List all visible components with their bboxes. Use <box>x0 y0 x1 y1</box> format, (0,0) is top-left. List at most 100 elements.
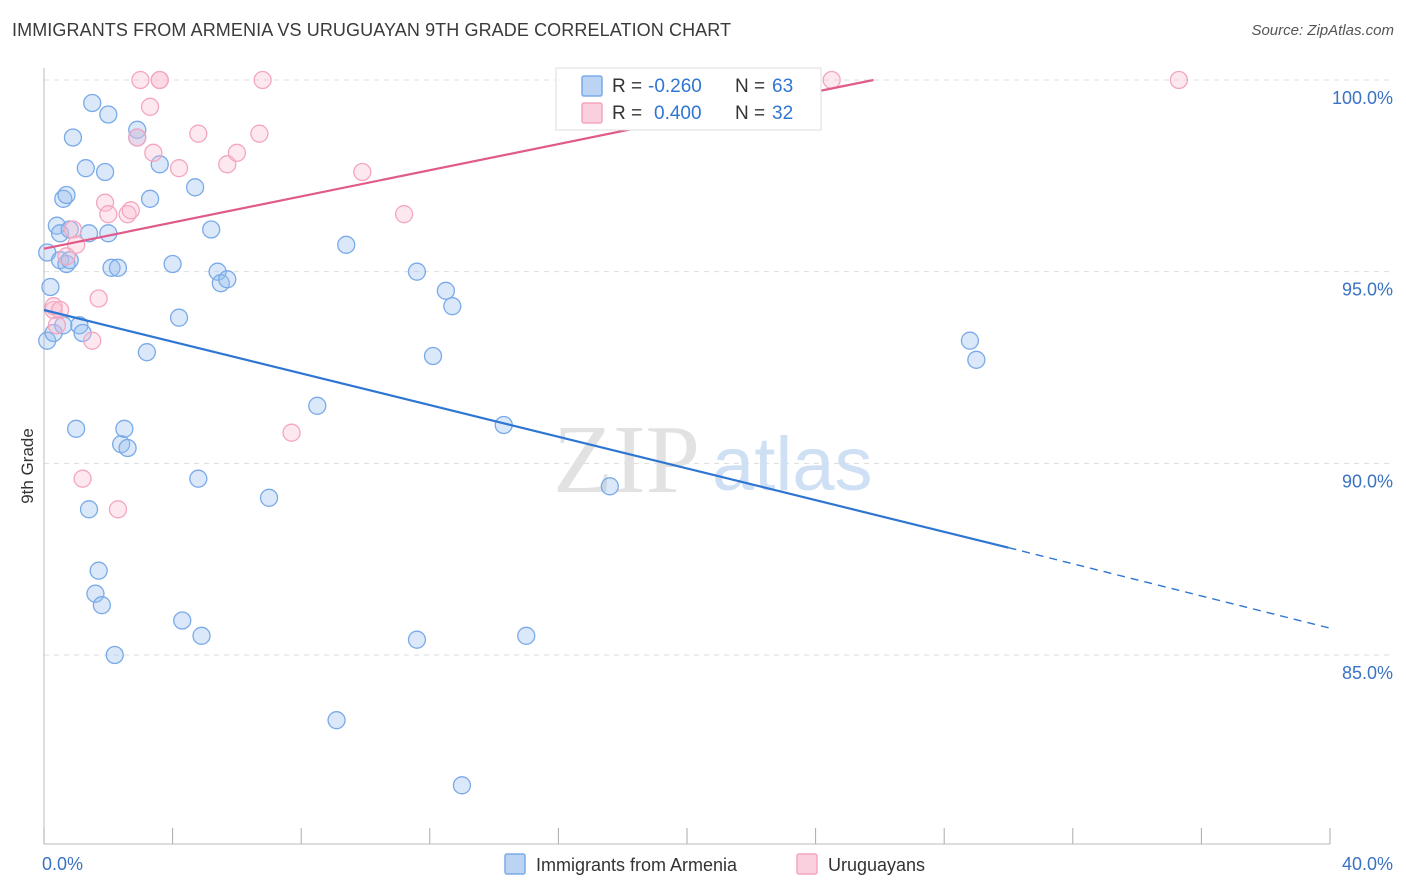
point-uruguayans <box>83 331 102 350</box>
stats-box: R = -0.260 N = 63 R = 0.400 N = 32 <box>555 67 822 131</box>
point-armenia <box>337 235 356 254</box>
point-armenia <box>308 396 327 415</box>
stats-r-value-2: 0.400 <box>654 103 702 124</box>
point-uruguayans <box>150 70 169 90</box>
point-armenia <box>67 419 86 438</box>
stats-r-label-2: R = <box>612 103 642 124</box>
point-armenia <box>86 584 105 603</box>
point-uruguayans <box>63 220 83 239</box>
stats-swatch-pink <box>581 102 603 124</box>
point-armenia <box>99 105 118 124</box>
point-armenia <box>140 189 160 208</box>
watermark: ZIP atlas <box>553 406 873 514</box>
point-armenia <box>202 220 221 239</box>
stats-n-value-1: 63 <box>772 76 793 97</box>
point-armenia <box>443 297 462 316</box>
point-armenia <box>115 419 134 438</box>
stats-r-value-1: -0.260 <box>648 76 702 97</box>
point-uruguayans <box>89 289 108 308</box>
point-uruguayans <box>131 70 150 90</box>
point-armenia <box>218 270 237 289</box>
point-uruguayans <box>73 469 92 488</box>
point-armenia <box>92 596 112 615</box>
point-uruguayans <box>144 143 163 162</box>
point-armenia <box>63 128 83 147</box>
point-armenia <box>108 258 128 277</box>
point-armenia <box>189 469 208 488</box>
point-armenia <box>41 277 60 297</box>
point-uruguayans <box>189 124 208 143</box>
point-armenia <box>423 346 443 366</box>
point-armenia <box>517 626 536 645</box>
legend-label-armenia: Immigrants from Armenia <box>536 855 738 875</box>
watermark-atlas: atlas <box>712 422 873 507</box>
point-uruguayans <box>227 143 247 162</box>
y-tick-label: 100.0% <box>1332 88 1393 108</box>
point-uruguayans <box>121 201 140 220</box>
point-armenia <box>173 611 192 630</box>
point-armenia <box>76 159 95 178</box>
legend-swatch-uruguayans <box>796 853 818 875</box>
axes-layer: 100.0% 95.0% 90.0% 85.0% 0.0% 40.0% <box>42 68 1393 874</box>
point-armenia <box>105 645 124 665</box>
watermark-zip: ZIP <box>553 406 700 514</box>
grid-layer <box>44 79 1394 656</box>
point-armenia <box>208 262 227 281</box>
point-uruguayans <box>250 124 269 143</box>
legend-swatch-armenia <box>504 853 526 875</box>
point-armenia <box>185 178 205 197</box>
point-uruguayans <box>822 70 841 90</box>
x-tick-label: 0.0% <box>42 854 83 874</box>
point-armenia <box>128 120 147 139</box>
point-armenia <box>169 308 189 327</box>
point-armenia <box>452 776 472 795</box>
trendline-armenia-extension <box>1008 546 1331 629</box>
point-uruguayans <box>353 162 372 182</box>
point-armenia <box>137 343 157 362</box>
points-layer <box>38 70 1189 795</box>
point-uruguayans <box>108 500 128 519</box>
point-armenia <box>600 477 619 496</box>
point-uruguayans <box>1169 70 1189 90</box>
chart-title: IMMIGRANTS FROM ARMENIA VS URUGUAYAN 9TH… <box>12 20 732 40</box>
point-armenia <box>436 281 456 300</box>
point-armenia <box>89 561 108 580</box>
trendline-armenia <box>43 308 1009 549</box>
point-uruguayans <box>282 423 301 442</box>
point-uruguayans <box>95 193 115 212</box>
y-tick-label: 90.0% <box>1342 471 1393 491</box>
point-uruguayans <box>140 97 160 116</box>
point-armenia <box>79 500 99 519</box>
stats-n-label-2: N = <box>735 103 765 124</box>
point-uruguayans <box>67 235 86 254</box>
point-armenia <box>150 155 169 174</box>
point-armenia <box>967 350 986 369</box>
stats-swatch-blue <box>581 75 603 97</box>
point-armenia <box>118 438 137 458</box>
point-armenia <box>102 258 121 277</box>
stats-n-value-2: 32 <box>772 103 793 124</box>
x-tick-label: 40.0% <box>1342 854 1393 874</box>
point-armenia <box>407 262 427 281</box>
point-armenia <box>163 254 182 274</box>
point-armenia <box>57 185 76 205</box>
point-uruguayans <box>394 205 414 224</box>
legend-label-uruguayans: Uruguayans <box>828 855 925 875</box>
point-armenia <box>83 93 102 113</box>
stats-r-label-1: R = <box>612 76 642 97</box>
point-uruguayans <box>128 128 147 147</box>
legend: Immigrants from Armenia Uruguayans <box>504 853 925 875</box>
point-uruguayans <box>169 159 189 178</box>
point-armenia <box>73 323 92 343</box>
point-armenia <box>192 626 211 645</box>
point-armenia <box>327 711 346 730</box>
point-armenia <box>407 630 427 649</box>
point-armenia <box>960 331 980 350</box>
point-uruguayans <box>253 70 272 90</box>
point-uruguayans <box>47 316 67 335</box>
point-armenia <box>259 488 279 507</box>
source-credit: Source: ZipAtlas.com <box>1251 22 1394 39</box>
y-tick-label: 95.0% <box>1342 280 1393 300</box>
y-tick-label: 85.0% <box>1342 663 1393 683</box>
